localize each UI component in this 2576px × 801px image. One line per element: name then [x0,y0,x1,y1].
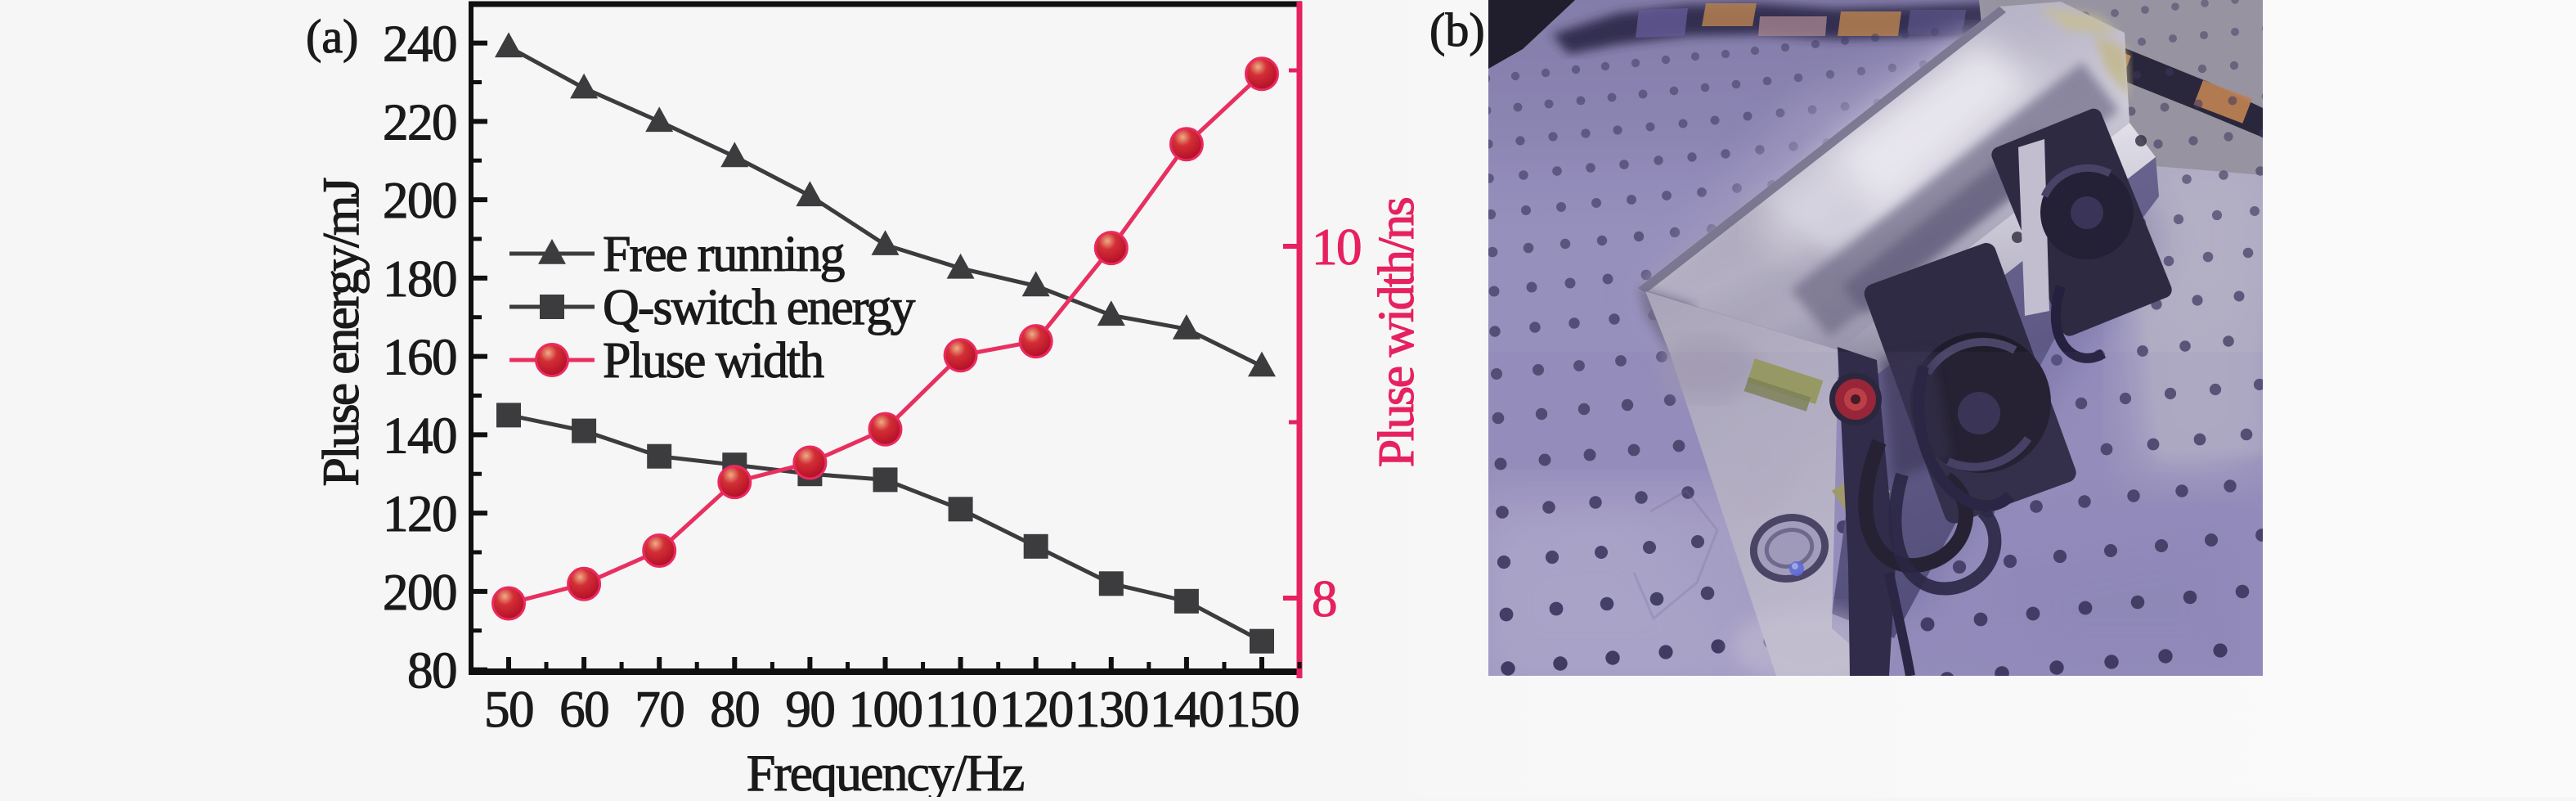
svg-text:Q-switch energy: Q-switch energy [603,280,915,335]
svg-text:140: 140 [1150,681,1223,738]
svg-text:220: 220 [383,93,456,151]
svg-text:Frequency/Hz: Frequency/Hz [747,744,1024,797]
svg-text:180: 180 [383,250,456,308]
svg-text:130: 130 [1075,681,1148,738]
svg-text:200: 200 [383,172,456,229]
svg-text:240: 240 [383,16,456,73]
svg-text:(a): (a) [306,10,358,63]
svg-text:70: 70 [635,681,684,738]
svg-text:(b): (b) [1429,3,1485,56]
svg-text:80: 80 [710,681,759,738]
svg-text:Pluse width/ns: Pluse width/ns [1369,198,1425,467]
svg-text:100: 100 [849,681,922,738]
svg-text:50: 50 [484,681,533,738]
svg-text:160: 160 [383,329,456,386]
svg-text:200: 200 [383,564,456,621]
svg-text:120: 120 [999,681,1073,738]
svg-text:120: 120 [383,485,456,542]
svg-text:10: 10 [1312,218,1361,276]
svg-text:110: 110 [925,681,997,738]
svg-text:Pluse energy/mJ: Pluse energy/mJ [312,178,370,486]
svg-text:150: 150 [1225,681,1299,738]
svg-text:8: 8 [1312,570,1336,628]
svg-text:Free running: Free running [603,227,845,282]
svg-text:140: 140 [383,407,456,464]
svg-text:80: 80 [407,642,456,700]
svg-text:60: 60 [559,681,608,738]
svg-text:90: 90 [785,681,834,738]
svg-text:Pluse width: Pluse width [603,333,824,389]
